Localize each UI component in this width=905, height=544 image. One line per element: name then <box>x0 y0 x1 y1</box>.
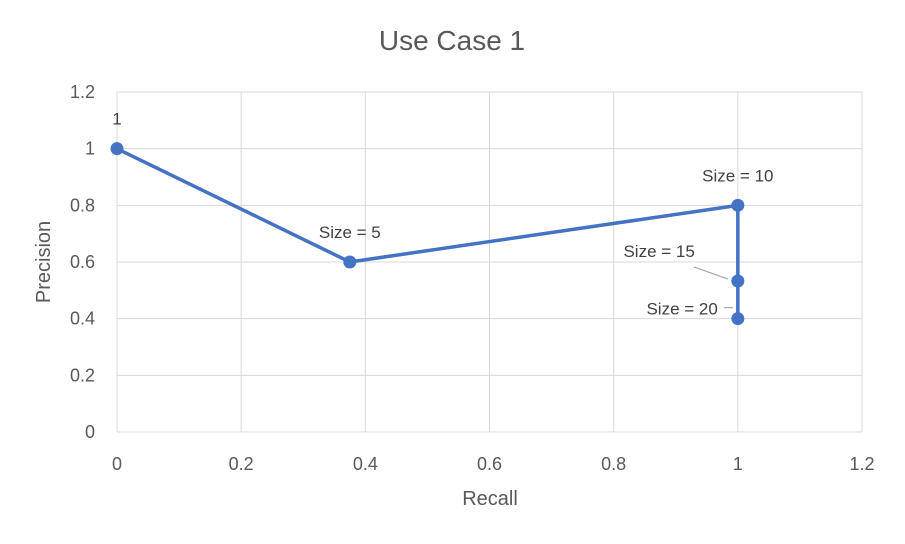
grid <box>116 91 863 433</box>
x-tick-label: 0.2 <box>229 454 254 474</box>
x-axis-ticks: 0 0.2 0.4 0.6 0.8 1 1.2 <box>112 454 875 474</box>
y-tick-label: 0.2 <box>70 365 95 385</box>
y-axis-label: Precision <box>33 221 55 303</box>
x-tick-label: 0.6 <box>477 454 502 474</box>
y-tick-label: 1.2 <box>70 82 95 102</box>
y-tick-label: 0.4 <box>70 309 95 329</box>
data-label: Size = 15 <box>623 242 694 261</box>
data-label: 1 <box>112 110 121 129</box>
data-label: Size = 5 <box>319 223 381 242</box>
x-tick-label: 1.2 <box>849 454 874 474</box>
series-line <box>116 147 740 319</box>
data-point <box>731 312 745 326</box>
y-axis-ticks: 0 0.2 0.4 0.6 0.8 1 1.2 <box>70 82 95 442</box>
series-layer <box>110 142 745 326</box>
label-leader-line <box>693 266 729 280</box>
chart-title: Use Case 1 <box>379 25 525 56</box>
data-point <box>731 274 745 288</box>
y-tick-label: 0 <box>85 422 95 442</box>
x-tick-label: 0 <box>112 454 122 474</box>
data-point <box>731 198 745 212</box>
data-point <box>343 255 357 269</box>
x-tick-label: 1 <box>733 454 743 474</box>
x-tick-label: 0.8 <box>601 454 626 474</box>
y-tick-label: 0.8 <box>70 195 95 215</box>
x-axis-label: Recall <box>462 488 518 510</box>
data-label: Size = 10 <box>702 166 773 185</box>
y-tick-label: 1 <box>85 139 95 159</box>
y-tick-label: 0.6 <box>70 252 95 272</box>
data-labels: 1 Size = 5 Size = 10 Size = 15 Size = 20 <box>112 110 773 319</box>
data-point <box>110 142 124 156</box>
x-tick-label: 0.4 <box>353 454 378 474</box>
data-label: Size = 20 <box>646 300 717 319</box>
